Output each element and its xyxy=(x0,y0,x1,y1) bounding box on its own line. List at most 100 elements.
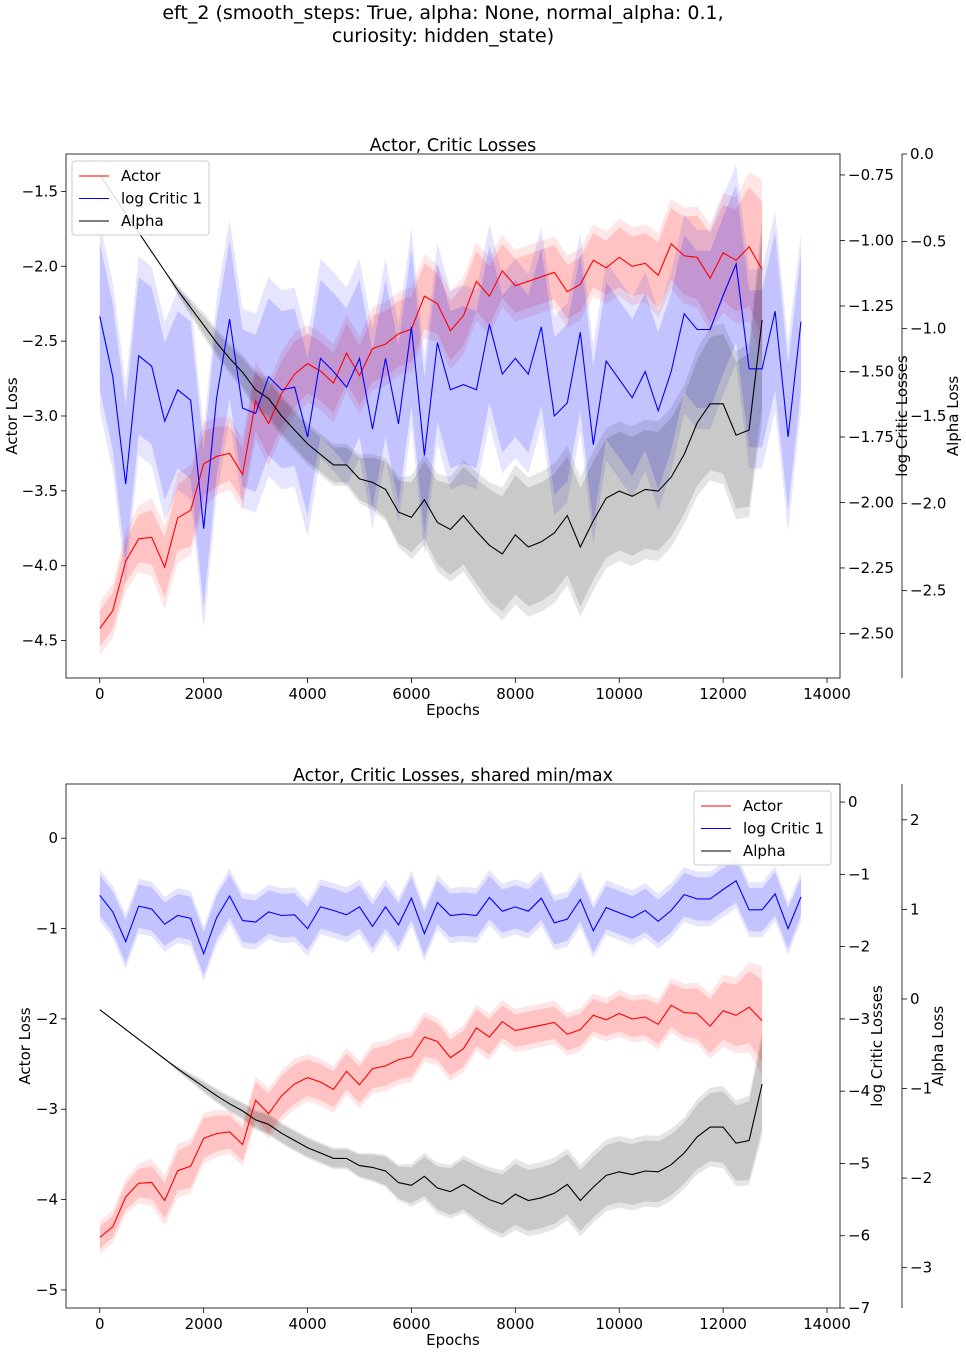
y-tick-label: −4.5 xyxy=(22,632,58,650)
y-tick-label: −3.0 xyxy=(22,407,58,425)
y2-tick-label: −1.25 xyxy=(848,297,894,315)
x-tick-label: 14000 xyxy=(803,685,851,703)
y2-tick-label: −4 xyxy=(848,1082,870,1100)
plot-area xyxy=(99,164,802,656)
x-tick-label: 6000 xyxy=(392,1315,430,1333)
chart-title: Actor, Critic Losses, shared min/max xyxy=(293,766,613,786)
alpha-band-outer xyxy=(99,1009,763,1239)
plot-area xyxy=(99,853,802,1254)
chart-panel-1: 0 2000 4000 6000 8000 10000 12000 14000 −4.5 −4.0… xyxy=(3,136,962,719)
y2-axis-label: log Critic Losses xyxy=(868,985,886,1107)
y2-tick-label: −2.00 xyxy=(848,493,894,511)
legend-label: Actor xyxy=(743,797,783,815)
y2-tick-label: −7 xyxy=(848,1299,870,1317)
actor-line xyxy=(99,1004,763,1238)
actor-band-outer xyxy=(99,962,763,1254)
y-tick-label: −5 xyxy=(36,1281,58,1299)
y2-tick-label: −0.75 xyxy=(848,166,894,184)
suptitle-line-2: curiosity: hidden_state) xyxy=(331,25,555,47)
y2-tick-label: −1.00 xyxy=(848,231,894,249)
y-tick-label: −3 xyxy=(36,1100,58,1118)
legend: Actor log Critic 1 Alpha xyxy=(693,790,832,866)
y-tick-label: −2.5 xyxy=(22,332,58,350)
alpha-line xyxy=(99,174,763,555)
critic-band-outer xyxy=(99,164,802,629)
x-tick-label: 2000 xyxy=(185,1315,223,1333)
chart-title: Actor, Critic Losses xyxy=(370,136,537,156)
y2-tick-label: −1.50 xyxy=(848,362,894,380)
y-tick-label: −4 xyxy=(36,1191,58,1209)
x-axis-label: Epochs xyxy=(426,701,480,719)
y2-tick-label: 0 xyxy=(848,793,858,811)
y3-tick-label: 0.0 xyxy=(910,145,934,163)
y2-tick-label: −5 xyxy=(848,1154,870,1172)
y-tick-label: −4.0 xyxy=(22,557,58,575)
x-tick-label: 4000 xyxy=(288,1315,326,1333)
y-tick-label: −3.5 xyxy=(22,482,58,500)
actor-band-inner xyxy=(99,186,763,647)
critic-band-outer xyxy=(99,853,802,982)
x-tick-label: 10000 xyxy=(595,685,643,703)
legend-label: log Critic 1 xyxy=(743,820,824,838)
y3-tick-label: −1.5 xyxy=(910,407,946,425)
chart-panel-2: 0 2000 4000 6000 8000 10000 12000 14000−5−4−3−2… xyxy=(16,766,947,1349)
x-tick-label: 8000 xyxy=(496,1315,534,1333)
x-tick-label: 4000 xyxy=(288,685,326,703)
y2-tick-label: −1 xyxy=(848,865,870,883)
legend-label: Alpha xyxy=(743,842,786,860)
y-tick-label: −1.5 xyxy=(22,182,58,200)
y-tick-label: 0 xyxy=(48,829,58,847)
legend-label: Alpha xyxy=(121,212,164,230)
y-axis-label: Actor Loss xyxy=(3,377,21,454)
critic-band-inner xyxy=(99,185,802,608)
alpha-band-inner xyxy=(99,175,763,612)
suptitle-line-1: eft_2 (smooth_steps: True, alpha: None, … xyxy=(162,2,724,24)
x-tick-label: 0 xyxy=(95,685,105,703)
x-tick-label: 0 xyxy=(95,1315,105,1333)
y3-tick-label: −2 xyxy=(910,1169,932,1187)
x-tick-label: 12000 xyxy=(699,685,747,703)
y3-tick-label: 0 xyxy=(910,990,920,1008)
legend-box xyxy=(71,160,210,236)
x-tick-label: 10000 xyxy=(595,1315,643,1333)
plot-frame xyxy=(65,783,841,1309)
x-tick-label: 12000 xyxy=(699,1315,747,1333)
legend-label: Actor xyxy=(121,167,161,185)
y2-tick-label: −2 xyxy=(848,938,870,956)
y3-tick-label: −1.0 xyxy=(910,320,946,338)
y-tick-label: −1 xyxy=(36,920,58,938)
y-axis-label: Actor Loss xyxy=(16,1007,34,1084)
y3-tick-label: 2 xyxy=(910,811,920,829)
y3-tick-label: −0.5 xyxy=(910,232,946,250)
y3-axis-label: Alpha Loss xyxy=(944,376,962,457)
y2-tick-label: −1.75 xyxy=(848,428,894,446)
y2-axis-label: log Critic Losses xyxy=(893,355,911,477)
y2-tick-label: −2.25 xyxy=(848,559,894,577)
critic-band-inner xyxy=(99,859,802,976)
legend-box xyxy=(693,790,832,866)
y3-tick-label: −3 xyxy=(910,1259,932,1277)
figure-suptitle: eft_2 (smooth_steps: True, alpha: None, … xyxy=(0,2,886,48)
critic-line xyxy=(99,879,802,956)
y3-tick-label: 1 xyxy=(910,900,920,918)
alpha-band-outer xyxy=(99,175,763,621)
x-axis-label: Epochs xyxy=(426,1331,480,1349)
y2-tick-label: −3 xyxy=(848,1010,870,1028)
legend: Actor log Critic 1 Alpha xyxy=(71,160,210,236)
y3-axis-label: Alpha Loss xyxy=(929,1006,947,1087)
y2-tick-label: −6 xyxy=(848,1227,870,1245)
y-tick-label: −2 xyxy=(36,1010,58,1028)
actor-band-inner xyxy=(99,971,763,1249)
x-tick-label: 2000 xyxy=(185,685,223,703)
alpha-line xyxy=(99,1009,763,1205)
y3-tick-label: −1 xyxy=(910,1080,932,1098)
alpha-band-inner xyxy=(99,1009,763,1234)
x-tick-label: 8000 xyxy=(496,685,534,703)
y2-tick-label: −2.50 xyxy=(848,624,894,642)
y-tick-label: −2.0 xyxy=(22,257,58,275)
x-tick-label: 14000 xyxy=(803,1315,851,1333)
x-tick-label: 6000 xyxy=(392,685,430,703)
y3-tick-label: −2.0 xyxy=(910,494,946,512)
legend-label: log Critic 1 xyxy=(121,190,202,208)
